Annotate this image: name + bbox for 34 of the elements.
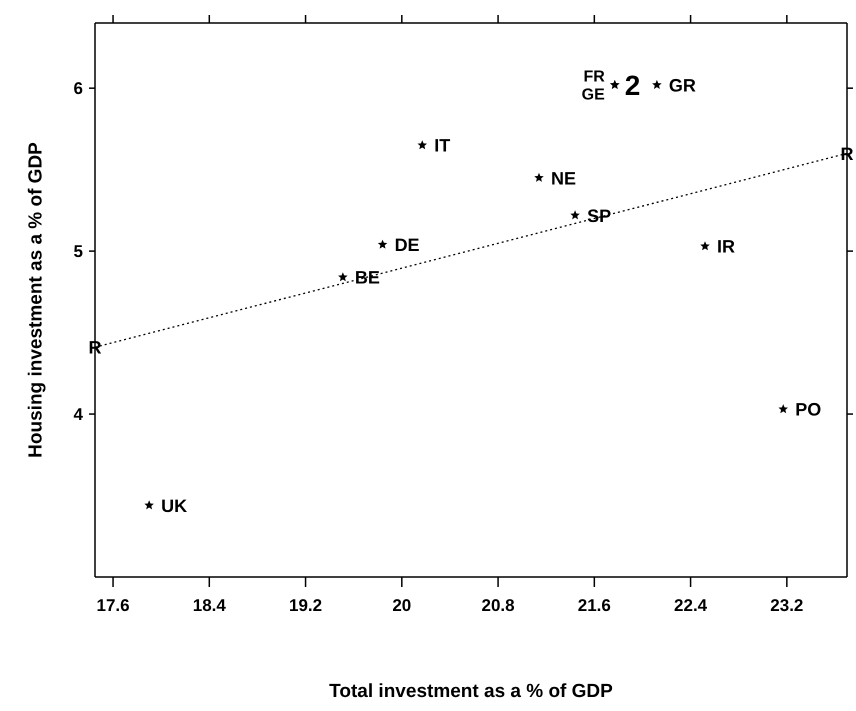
annotation: IT xyxy=(434,136,450,156)
x-tick-label: 22.4 xyxy=(674,596,708,615)
x-tick-label: 23.2 xyxy=(770,596,804,615)
annotation: DE xyxy=(394,235,420,256)
annotation: GR xyxy=(668,75,696,96)
point xyxy=(570,210,580,220)
x-tick-label: 17.6 xyxy=(96,596,130,615)
annotation: FR xyxy=(583,68,606,86)
point xyxy=(778,404,788,414)
point xyxy=(338,272,348,282)
x-tick-label: 21.6 xyxy=(578,596,611,615)
annotation: IR xyxy=(717,236,736,257)
x-tick-label: 19.2 xyxy=(289,596,322,615)
annotation: PO xyxy=(795,400,822,420)
annotation: BE xyxy=(354,268,380,288)
point xyxy=(534,172,544,182)
point xyxy=(144,500,154,510)
point xyxy=(652,80,662,89)
annotation: NE xyxy=(550,168,576,188)
annotation: SP xyxy=(587,206,612,226)
x-axis-title: Total investment as a % of GDP xyxy=(329,681,614,702)
annotation: UK xyxy=(161,496,188,516)
y-tick-label: 4 xyxy=(74,405,84,424)
x-tick-label: 18.4 xyxy=(192,596,226,615)
point xyxy=(700,241,710,250)
annotation: 2 xyxy=(624,70,640,101)
y-axis-title: Housing investment as a % of GDP xyxy=(26,142,47,458)
x-tick-label: 20 xyxy=(392,596,412,615)
x-tick-label: 20.8 xyxy=(482,596,515,615)
y-tick-label: 5 xyxy=(74,242,83,262)
point xyxy=(418,140,428,150)
point xyxy=(378,240,388,249)
y-tick-label: 6 xyxy=(74,79,83,98)
annotation: GE xyxy=(582,86,606,104)
